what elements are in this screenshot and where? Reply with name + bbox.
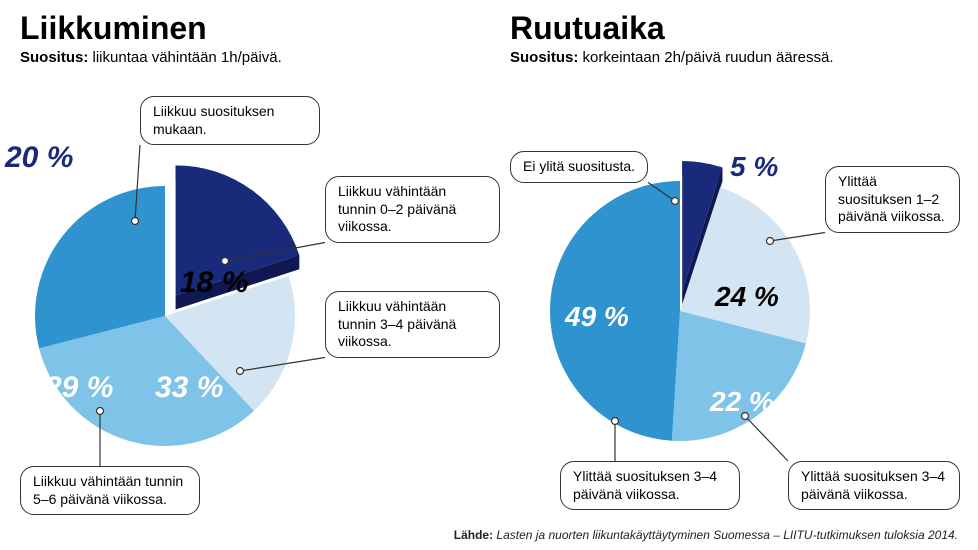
- slice-callout: Ei ylitä suositusta.: [510, 151, 648, 183]
- slice-pct-label: 49 %: [565, 301, 629, 333]
- slice-callout: Liikkuu vähintään tunnin 0–2 päivänä vii…: [325, 176, 500, 243]
- panel-ruutuaika: Ruutuaika Suositus: korkeintaan 2h/päivä…: [510, 10, 960, 506]
- slice-pct-label: 22 %: [710, 386, 774, 418]
- slice-pct-label: 20 %: [5, 141, 73, 175]
- chart-left: 20 %Liikkuu suosituksen mukaan.18 %Liikk…: [20, 66, 500, 506]
- slice-callout: Liikkuu vähintään tunnin 5–6 päivänä vii…: [20, 466, 200, 515]
- slice-pct-label: 29 %: [45, 371, 113, 405]
- source-line: Lähde: Lasten ja nuorten liikuntakäyttäy…: [454, 528, 958, 542]
- panel-liikkuminen: Liikkuminen Suositus: liikuntaa vähintää…: [20, 10, 500, 506]
- slice-callout: Ylittää suosituksen 1–2 päivänä viikossa…: [825, 166, 960, 233]
- slice-callout: Liikkuu vähintään tunnin 3–4 päivänä vii…: [325, 291, 500, 358]
- chart-right: 5 % Ei ylitä suositusta. 24 % Ylittää suosi…: [510, 66, 960, 506]
- title-right: Ruutuaika: [510, 10, 960, 47]
- slice-pct-label: 33 %: [155, 371, 223, 405]
- slice-callout: Ylittää suosituksen 3–4 päivänä viikossa…: [560, 461, 740, 510]
- slice-callout: Liikkuu suosituksen mukaan.: [140, 96, 320, 145]
- slice-pct-label: 5 %: [730, 151, 778, 183]
- subtitle-right: Suositus: korkeintaan 2h/päivä ruudun ää…: [510, 49, 960, 66]
- slice-pct-label: 24 %: [715, 281, 779, 313]
- subtitle-left: Suositus: liikuntaa vähintään 1h/päivä.: [20, 49, 500, 66]
- slice-pct-label: 18 %: [180, 266, 248, 300]
- title-left: Liikkuminen: [20, 10, 500, 47]
- slice-callout: Ylittää suosituksen 3–4 päivänä viikossa…: [788, 461, 960, 510]
